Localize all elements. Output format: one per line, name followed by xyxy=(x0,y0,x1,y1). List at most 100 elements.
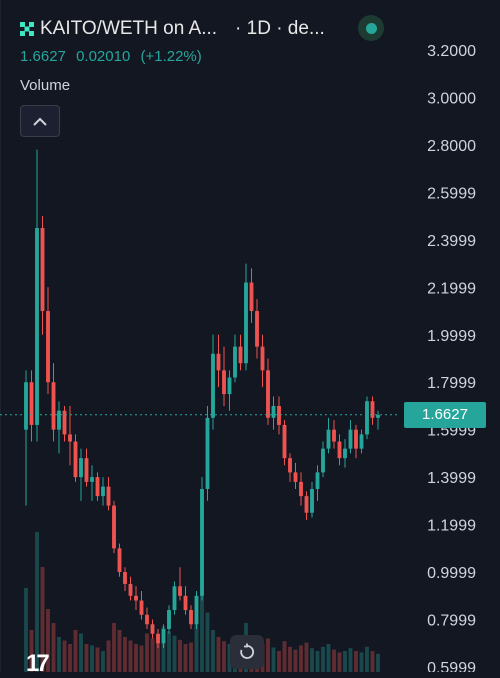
volume-bar xyxy=(365,646,369,672)
candle-body xyxy=(62,410,67,435)
volume-bar xyxy=(194,624,199,672)
y-tick-label: 1.1999 xyxy=(427,518,476,535)
candle-body xyxy=(123,572,127,584)
candle-body xyxy=(161,629,166,644)
candle-body xyxy=(348,429,353,449)
price-change-row: 1.6627 0.02010 (+1.22%) xyxy=(20,48,208,65)
candle-body xyxy=(233,346,237,378)
y-tick-label: 2.1999 xyxy=(427,280,476,297)
volume-bar xyxy=(282,641,287,672)
volume-bar xyxy=(200,595,204,672)
candle-body xyxy=(376,414,380,418)
volume-bar xyxy=(35,532,39,672)
candle-body xyxy=(354,429,358,449)
volume-bar xyxy=(161,626,166,672)
candle-body xyxy=(293,472,298,482)
volume-bar xyxy=(189,642,193,672)
volume-bar xyxy=(57,637,61,672)
tradingview-logo[interactable]: 17 xyxy=(26,650,50,677)
candle-body xyxy=(40,227,45,312)
candle-body xyxy=(117,548,122,573)
y-tick-label: 2.5999 xyxy=(427,185,476,202)
price-axis: 3.2000 3.0000 2.8000 2.5999 2.3999 2.1999 1.99… xyxy=(427,43,476,672)
volume-bar xyxy=(68,644,72,672)
candle-body xyxy=(46,311,50,383)
volume-bar xyxy=(123,637,127,672)
candle-body xyxy=(227,377,232,395)
volume-bar xyxy=(326,644,331,672)
candle-body xyxy=(271,405,276,418)
volume-bar xyxy=(134,644,138,672)
volume-bar xyxy=(178,639,182,672)
candle-body xyxy=(332,429,336,442)
candle-body xyxy=(238,346,243,364)
candle-body xyxy=(370,401,375,418)
candle-body xyxy=(189,610,193,625)
candle-body xyxy=(266,370,270,418)
candle-body xyxy=(156,633,160,644)
last-price: 1.6627 xyxy=(20,48,66,65)
candle-body xyxy=(299,481,303,497)
interval-info[interactable]: · 1D · de... xyxy=(235,18,325,39)
volume-bar xyxy=(172,635,177,672)
y-tick-label: 3.2000 xyxy=(427,43,476,60)
candle-body xyxy=(35,227,39,425)
volume-bar xyxy=(315,651,320,672)
volume-bar xyxy=(332,649,336,672)
candle-body xyxy=(167,610,171,630)
chevron-up-icon xyxy=(33,117,47,126)
change-abs: 0.02010 xyxy=(76,48,131,65)
candle-body xyxy=(260,346,265,371)
candle-body xyxy=(321,448,325,473)
volume-bar xyxy=(112,623,116,672)
volume-bar xyxy=(62,640,67,672)
symbol-title[interactable]: KAITO/WETH on A... xyxy=(40,18,218,39)
candle-body xyxy=(211,353,215,418)
candle-body xyxy=(145,614,149,625)
volume-bar xyxy=(79,633,83,672)
candle-body xyxy=(304,496,309,513)
collapse-button[interactable] xyxy=(20,105,60,137)
y-tick-label: 0.5999 xyxy=(427,660,476,672)
market-status-dot[interactable] xyxy=(358,15,384,41)
candle-body xyxy=(150,624,155,634)
volume-bar xyxy=(266,638,270,672)
y-tick-label: 2.3999 xyxy=(427,233,476,250)
volume-bar xyxy=(348,648,353,672)
volume-bar xyxy=(337,652,342,672)
current-price-tag: 1.6627 xyxy=(404,401,486,428)
volume-bar xyxy=(216,637,221,672)
y-tick-label: 1.9999 xyxy=(427,328,476,345)
y-tick-label: 3.0000 xyxy=(427,90,476,107)
volume-bar xyxy=(359,652,364,672)
candle-body xyxy=(326,429,331,449)
candle-body xyxy=(194,595,199,625)
volume-bar xyxy=(145,633,149,672)
volume-label[interactable]: Volume xyxy=(20,77,71,94)
candle-body xyxy=(216,353,221,371)
candle-body xyxy=(57,410,61,430)
volume-bar xyxy=(128,640,133,672)
volume-bar xyxy=(51,623,56,672)
candle-body xyxy=(172,586,177,611)
candle-body xyxy=(359,434,364,449)
volume-bar xyxy=(277,651,281,672)
volume-bar xyxy=(139,645,144,672)
volume-bar xyxy=(304,642,309,672)
y-tick-label: 0.9999 xyxy=(427,565,476,582)
volume-bar xyxy=(167,631,171,672)
reset-button[interactable] xyxy=(230,635,264,669)
candle-body xyxy=(288,458,292,473)
candle-body xyxy=(51,382,56,430)
candle-body xyxy=(255,311,259,347)
candle-body xyxy=(106,486,111,506)
candle-body xyxy=(134,595,138,601)
y-tick-label: 1.3999 xyxy=(427,470,476,487)
candle-body xyxy=(282,424,287,459)
candle-body xyxy=(84,458,89,482)
volume-bar xyxy=(205,612,210,672)
volume-bar xyxy=(211,630,215,672)
candle-body xyxy=(24,382,28,430)
candle-body xyxy=(310,489,314,513)
